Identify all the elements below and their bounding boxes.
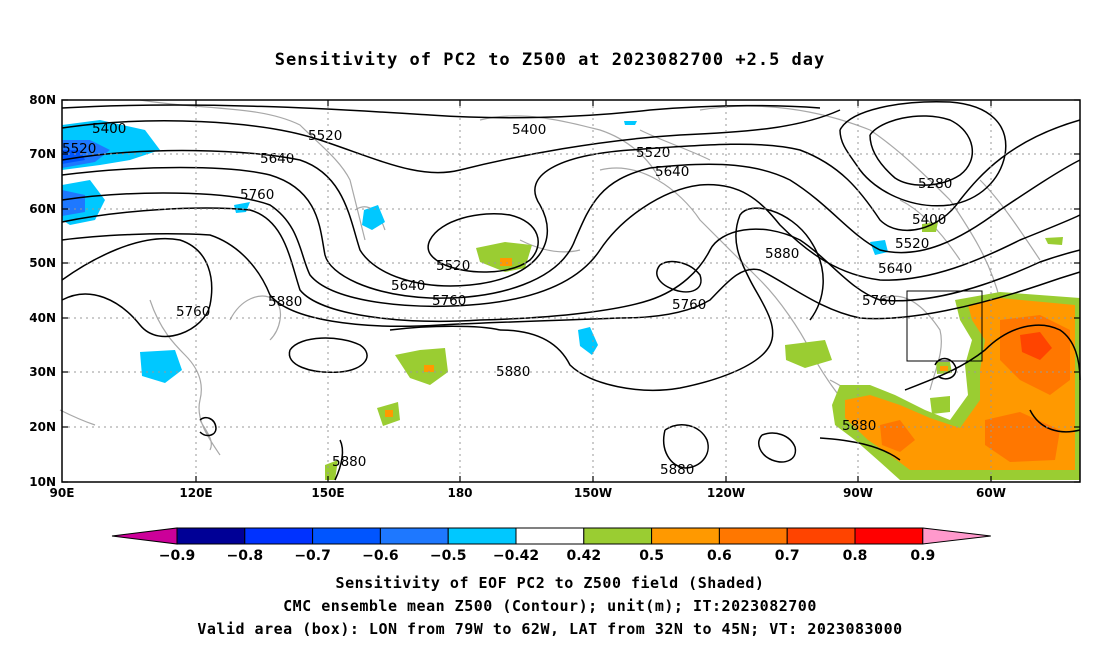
lat-tick-label: 30N bbox=[29, 365, 56, 379]
colorbar-label: 0.42 bbox=[567, 548, 602, 564]
colorbar-label: −0.8 bbox=[227, 548, 264, 564]
colorbar-label: −0.7 bbox=[294, 548, 331, 564]
contour-label: 5640 bbox=[391, 278, 425, 294]
contour-label: 5640 bbox=[878, 261, 912, 277]
contour-label: 5280 bbox=[918, 176, 952, 192]
lon-tick-label: 90W bbox=[843, 486, 873, 500]
map-frame bbox=[61, 99, 1081, 483]
lon-tick-label: 60W bbox=[976, 486, 1006, 500]
colorbar-label: −0.42 bbox=[493, 548, 539, 564]
colorbar-segment bbox=[447, 527, 517, 545]
contour-label: 5400 bbox=[912, 212, 946, 228]
lat-tick-label: 40N bbox=[29, 311, 56, 325]
lon-tick-label: 150W bbox=[574, 486, 612, 500]
contour-label: 5880 bbox=[842, 418, 876, 434]
colorbar-high-triangle bbox=[922, 527, 991, 545]
axis-ticks bbox=[62, 99, 1080, 483]
colorbar-segment bbox=[515, 527, 585, 545]
colorbar-label: 0.9 bbox=[910, 548, 935, 564]
contour-label: 5640 bbox=[655, 164, 689, 180]
contour-label: 5880 bbox=[332, 454, 366, 470]
lon-labels: 90E 120E 150E 180 150W 120W 90W 60W bbox=[50, 486, 1006, 500]
colorbar-label: −0.6 bbox=[362, 548, 399, 564]
contour-label-5760-west: 5760 bbox=[176, 304, 210, 320]
z500-contours bbox=[61, 100, 1081, 481]
colorbar-label: −0.9 bbox=[159, 548, 196, 564]
colorbar-label: 0.5 bbox=[639, 548, 664, 564]
colorbar-segment bbox=[583, 527, 653, 545]
caption-shaded: Sensitivity of EOF PC2 to Z500 field (Sh… bbox=[335, 574, 765, 592]
lon-tick-label: 180 bbox=[447, 486, 472, 500]
contour-label: 5760 bbox=[672, 297, 706, 313]
colorbar-segment bbox=[379, 527, 449, 545]
colorbar-segment bbox=[312, 527, 381, 545]
contour-label: 5880 bbox=[268, 294, 302, 310]
colorbar-label: 0.7 bbox=[775, 548, 800, 564]
colorbar-segment bbox=[718, 527, 788, 545]
lat-tick-label: 10N bbox=[29, 475, 56, 489]
lat-tick-label: 80N bbox=[29, 93, 56, 107]
contour-label: 5400 bbox=[92, 121, 126, 137]
contour-label: 5400 bbox=[512, 122, 546, 138]
colorbar-label: 0.8 bbox=[843, 548, 868, 564]
lon-tick-label: 120W bbox=[707, 486, 745, 500]
contour-label: 5520 bbox=[636, 145, 670, 161]
lon-tick-label: 90E bbox=[50, 486, 75, 500]
map-title: Sensitivity of PC2 to Z500 at 2023082700… bbox=[274, 50, 826, 70]
colorbar-label: 0.6 bbox=[707, 548, 732, 564]
contour-label: 5520 bbox=[895, 236, 929, 252]
contour-label: 5760 bbox=[240, 187, 274, 203]
colorbar-segment bbox=[786, 527, 856, 545]
colorbar-segment bbox=[651, 527, 720, 545]
colorbar-label: −0.5 bbox=[430, 548, 467, 564]
lon-tick-label: 150E bbox=[311, 486, 344, 500]
caption-valid-area: Valid area (box): LON from 79W to 62W, L… bbox=[197, 620, 903, 638]
lat-tick-label: 60N bbox=[29, 202, 56, 216]
contour-label: 5760 bbox=[432, 293, 466, 309]
contour-label: 5760 bbox=[862, 293, 896, 309]
lon-tick-label: 120E bbox=[179, 486, 212, 500]
contour-labels: 5400 5520 5520 5640 5760 5400 5520 5640 … bbox=[62, 121, 952, 478]
caption-contour: CMC ensemble mean Z500 (Contour); unit(m… bbox=[283, 597, 817, 615]
lat-labels: 10N 20N 30N 40N 50N 60N 70N 80N bbox=[29, 93, 56, 489]
lat-tick-label: 50N bbox=[29, 256, 56, 270]
shading-negative bbox=[62, 120, 888, 383]
contour-label: 5520 bbox=[308, 128, 342, 144]
contour-label: 5640 bbox=[260, 151, 294, 167]
colorbar-segment bbox=[244, 527, 314, 545]
valid-area-box bbox=[906, 290, 983, 362]
contour-label: 5880 bbox=[660, 462, 694, 478]
colorbar: −0.9 −0.8 −0.7 −0.6 −0.5 −0.42 0.42 0.5 0.6 0.7 0.… bbox=[111, 527, 991, 564]
contour-label: 5520 bbox=[436, 258, 470, 274]
gridlines bbox=[62, 100, 1080, 482]
colorbar-low-triangle bbox=[111, 527, 178, 545]
contour-label: 5520 bbox=[62, 141, 96, 157]
contour-label: 5880 bbox=[765, 246, 799, 262]
lat-tick-label: 20N bbox=[29, 420, 56, 434]
colorbar-segment bbox=[854, 527, 924, 545]
colorbar-segment bbox=[176, 527, 246, 545]
lat-tick-label: 70N bbox=[29, 147, 56, 161]
